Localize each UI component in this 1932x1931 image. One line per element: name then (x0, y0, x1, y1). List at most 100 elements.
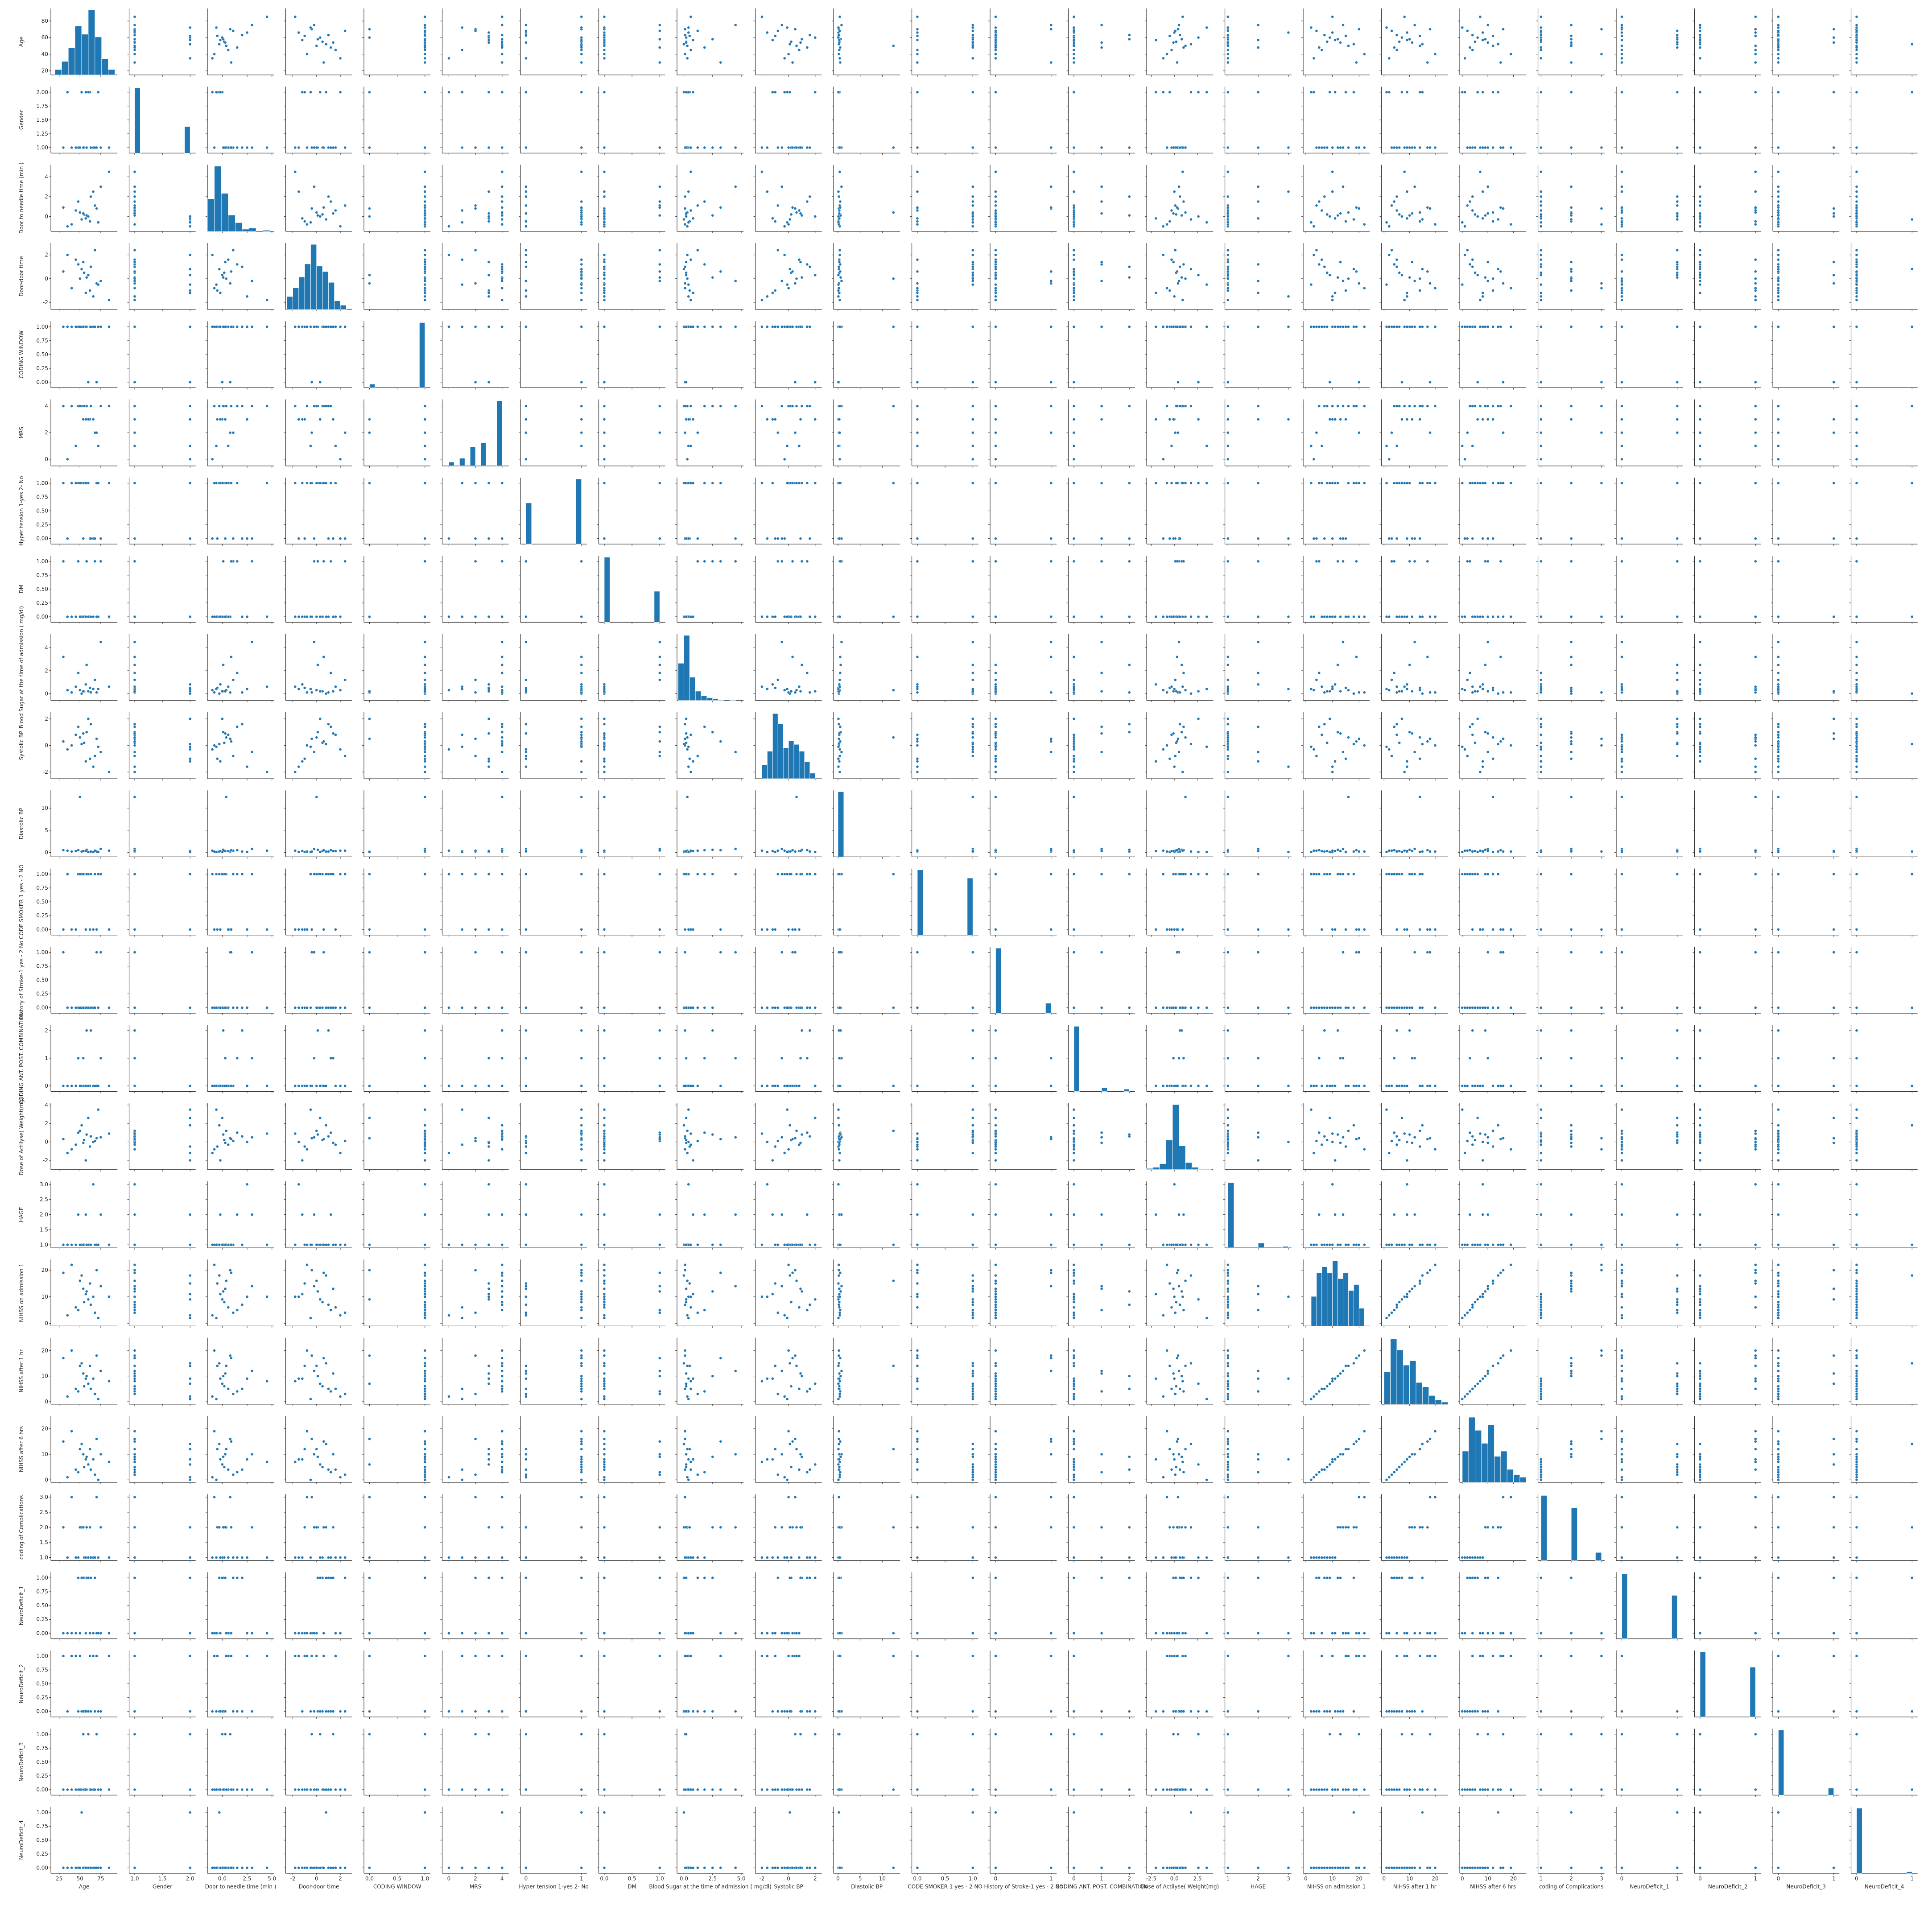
scatter-point (62, 560, 65, 563)
scatter-point (1698, 253, 1702, 256)
scatter-point (245, 31, 249, 34)
scatter-point (1184, 404, 1187, 408)
scatter-point (1698, 33, 1702, 37)
scatter-point (1176, 61, 1179, 64)
scatter-point (1476, 273, 1479, 277)
scatter-point (1413, 537, 1416, 540)
scatter-point (1256, 38, 1260, 42)
scatter-point (1205, 325, 1208, 329)
scatter-point (1049, 537, 1053, 540)
scatter-point (297, 418, 301, 421)
scatter-point (658, 206, 661, 209)
scatter-point (1413, 185, 1416, 188)
histogram-bar (304, 264, 311, 310)
scatter-point (580, 404, 583, 408)
subplot (284, 399, 352, 468)
scatter-point (1333, 325, 1337, 329)
subplot (910, 478, 978, 546)
scatter-point (1072, 170, 1076, 173)
scatter-point (1491, 289, 1494, 292)
scatter-point (133, 380, 136, 384)
y-tick-label: 0 (45, 276, 48, 282)
scatter-point (1476, 215, 1479, 218)
scatter-point (658, 431, 661, 434)
scatter-point (99, 537, 103, 540)
scatter-point (1698, 325, 1702, 329)
scatter-point (1777, 38, 1780, 42)
histogram-bar (95, 37, 102, 75)
scatter-point (1461, 91, 1464, 94)
scatter-point (474, 146, 477, 149)
scatter-point (1777, 91, 1780, 94)
scatter-point (1181, 298, 1185, 302)
scatter-point (500, 15, 504, 18)
scatter-point (524, 418, 528, 421)
scatter-point (80, 218, 83, 221)
scatter-point (250, 325, 254, 329)
scatter-point (133, 206, 136, 209)
y-tick-label: 0.25 (36, 365, 48, 371)
scatter-point (93, 204, 97, 207)
scatter-point (1315, 431, 1318, 434)
scatter-point (1754, 34, 1757, 37)
scatter-point (1832, 212, 1836, 215)
scatter-point (1481, 418, 1484, 421)
scatter-point (1540, 33, 1543, 37)
scatter-point (1832, 28, 1836, 31)
scatter-point (500, 214, 504, 217)
scatter-point (1205, 482, 1208, 485)
scatter-point (1418, 146, 1421, 149)
scatter-point (1182, 200, 1185, 203)
scatter-point (240, 404, 244, 408)
scatter-point (1468, 482, 1472, 485)
scatter-point (805, 404, 809, 408)
scatter-point (1754, 404, 1757, 408)
scatter-point (797, 482, 801, 485)
scatter-point (322, 325, 326, 329)
scatter-point (1323, 537, 1326, 540)
scatter-point (780, 404, 784, 408)
scatter-point (1387, 225, 1391, 228)
scatter-point (838, 404, 842, 408)
scatter-point (1226, 146, 1230, 149)
scatter-point (1496, 325, 1500, 329)
scatter-point (1476, 91, 1479, 94)
scatter-point (66, 458, 69, 461)
scatter-point (133, 223, 136, 226)
subplot (1849, 478, 1918, 546)
scatter-point (1072, 15, 1076, 18)
scatter-point (1471, 444, 1474, 448)
scatter-point (524, 325, 528, 329)
y-tick-label: 0.50 (36, 508, 48, 514)
scatter-point (474, 380, 477, 384)
scatter-point (66, 325, 69, 329)
scatter-point (1620, 44, 1623, 48)
scatter-point (1189, 91, 1193, 94)
scatter-point (1491, 325, 1494, 329)
scatter-point (837, 190, 840, 193)
scatter-point (774, 91, 777, 94)
scatter-point (1072, 44, 1076, 48)
scatter-point (293, 404, 297, 408)
scatter-point (1620, 190, 1623, 193)
scatter-point (1405, 482, 1409, 485)
scatter-point (1180, 214, 1184, 217)
scatter-point (838, 15, 842, 18)
scatter-point (1176, 206, 1179, 209)
scatter-point (1754, 286, 1757, 290)
scatter-point (1698, 57, 1702, 60)
subplot (1614, 243, 1683, 312)
scatter-point (133, 24, 136, 27)
scatter-point (1072, 258, 1076, 261)
scatter-point (1363, 223, 1366, 226)
histogram-bar (214, 166, 222, 232)
scatter-point (783, 325, 786, 329)
scatter-point (133, 265, 136, 268)
scatter-point (309, 444, 312, 448)
scatter-point (703, 46, 706, 49)
scatter-point (1540, 482, 1543, 485)
scatter-point (1855, 298, 1858, 302)
scatter-point (1428, 207, 1432, 210)
scatter-point (696, 29, 699, 33)
scatter-point (219, 291, 222, 295)
